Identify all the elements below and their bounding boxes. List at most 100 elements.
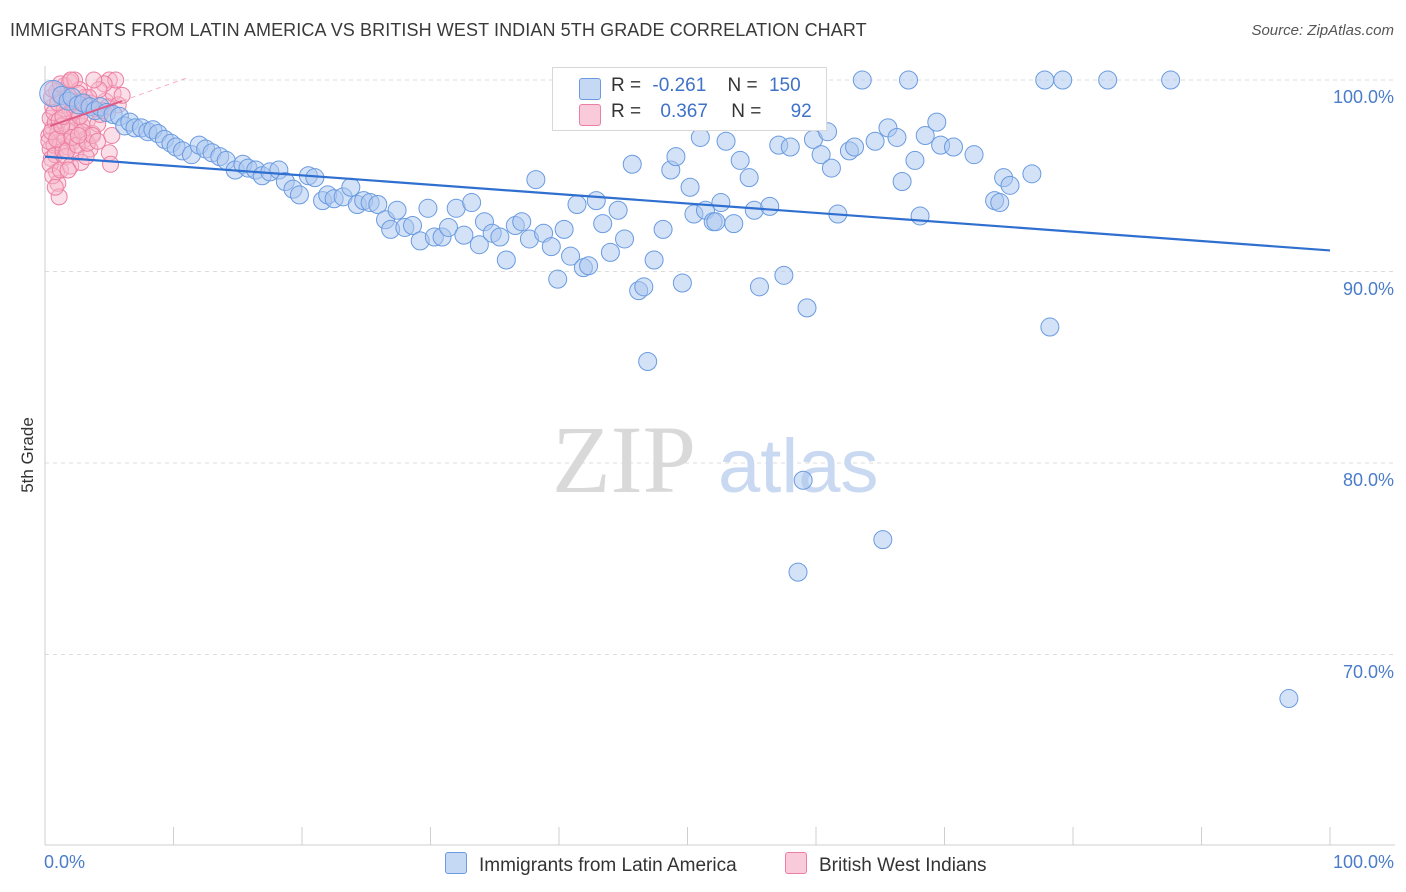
axes <box>44 66 1395 846</box>
r-value: 0.367 <box>660 101 708 122</box>
data-point-latin-america <box>760 196 780 216</box>
data-point-british-west-indians <box>59 161 77 179</box>
r-label: R = <box>611 75 642 96</box>
data-point-latin-america <box>1279 689 1299 709</box>
data-point-latin-america <box>690 127 710 147</box>
blue-swatch-icon <box>579 78 601 100</box>
data-point-british-west-indians <box>66 71 84 89</box>
data-point-latin-america <box>1000 175 1020 195</box>
data-point-latin-america <box>469 235 489 255</box>
data-point-latin-america <box>811 145 831 165</box>
data-point-latin-america <box>905 150 925 170</box>
data-point-latin-america <box>706 212 726 232</box>
watermark-atlas: atlas <box>718 424 879 509</box>
data-point-latin-america <box>899 70 919 90</box>
data-point-latin-america <box>462 193 482 213</box>
data-point-latin-america <box>586 191 606 211</box>
data-point-latin-america <box>600 242 620 262</box>
chart-source: Source: ZipAtlas.com <box>1251 22 1394 39</box>
data-point-latin-america <box>567 194 587 214</box>
y-tick-label: 90.0% <box>1342 278 1394 299</box>
data-point-british-west-indians <box>69 127 87 145</box>
data-point-british-west-indians <box>50 188 68 206</box>
data-point-latin-america <box>341 177 361 197</box>
data-point-latin-america <box>561 246 581 266</box>
y-tick-label: 80.0% <box>1342 470 1394 490</box>
trendline-british-west-indians <box>49 100 123 127</box>
data-point-latin-america <box>593 214 613 234</box>
data-point-latin-america <box>638 352 658 372</box>
data-point-latin-america <box>927 112 947 132</box>
data-point-latin-america <box>990 193 1010 213</box>
data-point-latin-america <box>1161 70 1181 90</box>
data-point-latin-america <box>711 193 731 213</box>
data-point-latin-america <box>788 562 808 582</box>
n-value: 150 <box>768 75 801 96</box>
data-point-latin-america <box>865 131 885 151</box>
data-point-latin-america <box>608 200 628 220</box>
data-point-latin-america <box>892 171 912 191</box>
data-point-latin-america <box>496 250 516 270</box>
data-point-latin-america <box>797 298 817 318</box>
x-tick-label-min: 0.0% <box>44 852 86 872</box>
data-point-latin-america <box>644 250 664 270</box>
data-point-latin-america <box>622 154 642 174</box>
blue-swatch-icon <box>445 852 467 874</box>
x-tick-label-max: 100.0% <box>1332 852 1394 872</box>
data-point-british-west-indians <box>85 71 103 89</box>
legend-label: Immigrants from Latin America <box>479 855 737 876</box>
data-point-latin-america <box>852 70 872 90</box>
data-point-latin-america <box>454 225 474 245</box>
data-point-latin-america <box>730 150 750 170</box>
data-point-latin-america <box>672 273 692 293</box>
data-point-latin-america <box>653 219 673 239</box>
data-point-latin-america <box>289 185 309 205</box>
pink-swatch-icon <box>785 852 807 874</box>
n-label: N = <box>731 101 762 122</box>
data-point-latin-america <box>1040 317 1060 337</box>
pink-swatch-icon <box>579 104 601 126</box>
data-point-latin-america <box>1035 70 1055 90</box>
data-point-latin-america <box>680 177 700 197</box>
data-point-latin-america <box>943 137 963 157</box>
watermark: ZIP atlas <box>552 406 879 513</box>
data-point-latin-america <box>541 237 561 257</box>
data-point-latin-america <box>554 219 574 239</box>
data-point-latin-america <box>780 137 800 157</box>
data-point-latin-america <box>910 206 930 226</box>
data-point-latin-america <box>793 470 813 490</box>
data-point-latin-america <box>368 194 388 214</box>
data-point-latin-america <box>666 147 686 167</box>
watermark-zip: ZIP <box>552 406 696 513</box>
data-point-latin-america <box>490 227 510 247</box>
data-point-latin-america <box>915 126 935 146</box>
legend-item-british-west-indians[interactable]: British West Indians <box>785 852 987 877</box>
y-axis-label: 5th Grade <box>18 417 37 493</box>
n-label: N = <box>727 75 758 96</box>
data-point-latin-america <box>739 168 759 188</box>
data-point-latin-america <box>1053 70 1073 90</box>
data-point-latin-america <box>749 277 769 297</box>
data-point-latin-america <box>512 212 532 232</box>
data-point-latin-america <box>526 170 546 190</box>
data-point-latin-america <box>1022 164 1042 184</box>
stats-legend: R = -0.261 N = 150 R = 0.367 N = 92 <box>552 67 827 131</box>
legend-item-latin-america[interactable]: Immigrants from Latin America <box>445 852 737 877</box>
data-point-latin-america <box>615 229 635 249</box>
data-point-latin-america <box>403 216 423 236</box>
trendline-latin-america <box>44 155 1331 252</box>
data-point-latin-america <box>821 158 841 178</box>
data-point-british-west-indians <box>46 178 64 196</box>
y-tick-label: 100.0% <box>1332 87 1394 107</box>
data-point-latin-america <box>774 265 794 285</box>
data-point-latin-america <box>716 131 736 151</box>
data-point-latin-america <box>387 200 407 220</box>
data-point-latin-america <box>1098 70 1118 90</box>
series-latin-america <box>39 70 1299 709</box>
data-point-latin-america <box>438 217 458 237</box>
data-point-latin-america <box>548 269 568 289</box>
data-point-british-west-indians <box>103 127 121 145</box>
data-point-latin-america <box>964 145 984 165</box>
data-point-latin-america <box>845 137 865 157</box>
